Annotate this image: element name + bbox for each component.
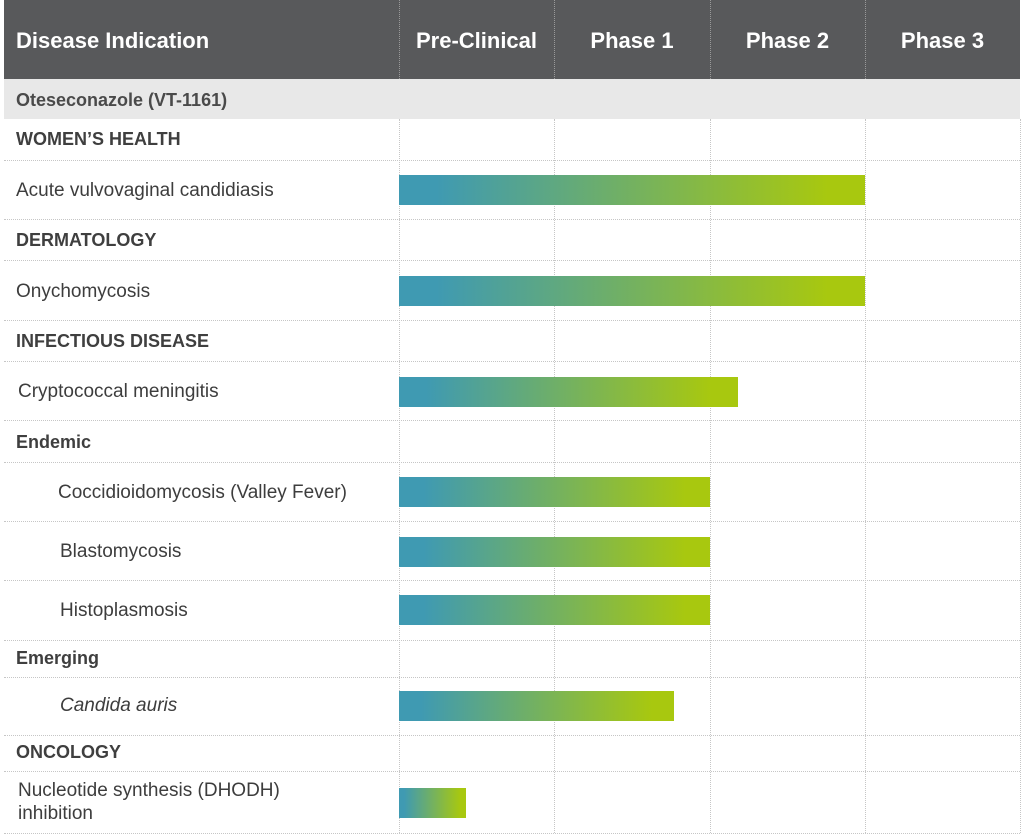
category-emerging: Emerging xyxy=(16,648,100,668)
row-divider xyxy=(4,160,1020,161)
category-womens-health: WOMEN’S HEALTH xyxy=(16,129,181,149)
category-oncology: ONCOLOGY xyxy=(16,742,122,762)
indication-label: Coccidioidomycosis (Valley Fever) xyxy=(58,482,347,503)
category-infectious-disease: INFECTIOUS DISEASE xyxy=(16,331,210,351)
row-divider xyxy=(4,521,1020,522)
header-phase-2: Phase 2 xyxy=(745,28,830,53)
header-divider xyxy=(554,0,555,79)
indication-label: Blastomycosis xyxy=(60,541,182,562)
row-divider xyxy=(4,677,1020,678)
indication-label: Acute vulvovaginal candidiasis xyxy=(16,180,274,201)
header-divider xyxy=(865,0,866,79)
row-divider xyxy=(4,580,1020,581)
row-divider xyxy=(4,219,1020,220)
row-divider xyxy=(4,320,1020,321)
header-divider xyxy=(399,0,400,79)
header-phase-3: Phase 3 xyxy=(900,28,985,53)
row-divider xyxy=(4,735,1020,736)
indication-label: Nucleotide synthesis (DHODH) inhibition xyxy=(18,780,280,824)
progress-bar xyxy=(399,691,675,721)
row-divider xyxy=(4,361,1020,362)
progress-bar xyxy=(399,175,865,205)
progress-bar xyxy=(399,276,865,306)
progress-bar xyxy=(399,477,710,507)
indication-label: Histoplasmosis xyxy=(60,600,188,621)
header-preclinical: Pre-Clinical xyxy=(415,28,538,53)
progress-bar xyxy=(399,595,710,625)
row-divider xyxy=(4,260,1020,261)
row-divider xyxy=(4,420,1020,421)
stage-gridline xyxy=(1020,119,1021,833)
stage-gridline xyxy=(554,119,555,833)
drug-name: Oteseconazole (VT-1161) xyxy=(16,90,228,110)
indication-label: Onychomycosis xyxy=(16,281,151,302)
header-indication: Disease Indication xyxy=(16,28,210,53)
stage-gridline xyxy=(710,119,711,833)
row-divider xyxy=(4,833,1020,834)
indication-label: Candida auris xyxy=(60,695,178,716)
drug-band xyxy=(4,79,1020,119)
row-divider xyxy=(4,771,1020,772)
stage-gridline xyxy=(399,119,400,833)
table-header xyxy=(4,0,1020,79)
progress-bar xyxy=(399,788,466,818)
stage-gridline xyxy=(865,119,866,833)
progress-bar xyxy=(399,537,710,567)
progress-bar xyxy=(399,377,738,407)
row-divider xyxy=(4,462,1020,463)
header-phase-1: Phase 1 xyxy=(590,28,674,53)
indication-label: Cryptococcal meningitis xyxy=(18,381,219,402)
category-endemic: Endemic xyxy=(16,432,92,452)
category-dermatology: DERMATOLOGY xyxy=(16,230,157,250)
header-divider xyxy=(710,0,711,79)
row-divider xyxy=(4,640,1020,641)
